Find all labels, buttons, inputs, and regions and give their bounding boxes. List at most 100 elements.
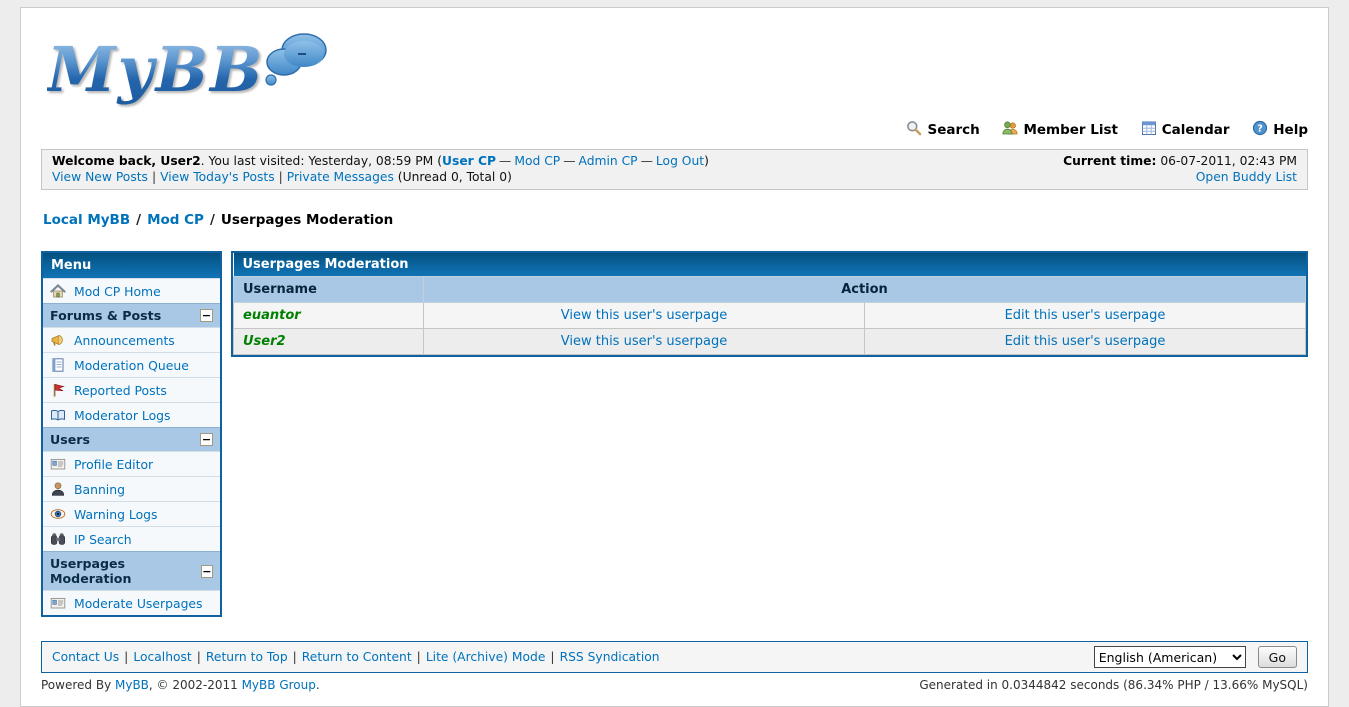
sidebar-section-users: Users − (43, 427, 220, 451)
sidebar-item-moderator-logs[interactable]: Moderator Logs (43, 402, 220, 427)
footer-links: Contact Us | Localhost | Return to Top | Retur… (52, 650, 660, 664)
sidebar-item-moderate-userpages[interactable]: Moderate Userpages (43, 590, 220, 615)
sidebar-section-label: Forums & Posts (50, 308, 162, 323)
sidebar-item-label: Moderate Userpages (74, 595, 203, 611)
copyright-text: , © 2002-2011 (148, 678, 242, 692)
period-text: . (315, 678, 320, 692)
sidebar-item-warning-logs[interactable]: Warning Logs (43, 501, 220, 526)
separator: | (550, 650, 555, 664)
moderate-userpages-icon (50, 595, 66, 611)
sidebar-section-userpages-moderation: Userpages Moderation − (43, 551, 220, 590)
sidebar-item-ip-search[interactable]: IP Search (43, 526, 220, 551)
member-list-icon (1002, 120, 1018, 140)
admin-cp-link[interactable]: Admin CP (578, 154, 638, 168)
sidebar-item-moderation-queue[interactable]: Moderation Queue (43, 352, 220, 377)
menu-member-list[interactable]: Member List (1002, 120, 1118, 140)
mybb-link[interactable]: MyBB (114, 678, 149, 692)
sidebar-item-mod-cp-home[interactable]: Mod CP Home (43, 278, 220, 303)
site-logo[interactable]: MyBB (47, 32, 1308, 112)
return-to-content-link[interactable]: Return to Content (301, 650, 412, 664)
breadcrumb-home-link[interactable]: Local MyBB (43, 212, 131, 228)
edit-userpage-link[interactable]: Edit this user's userpage (1004, 308, 1166, 323)
view-userpage-link[interactable]: View this user's userpage (560, 308, 728, 323)
welcome-bar: Welcome back, User2. You last visited: Y… (41, 149, 1308, 190)
logo-text: MyBB (47, 33, 265, 106)
help-icon: ? (1252, 120, 1268, 140)
paren-close: ) (704, 154, 709, 168)
view-todays-posts-link[interactable]: View Today's Posts (160, 169, 275, 184)
sidebar-item-label: Moderator Logs (74, 407, 171, 423)
breadcrumb-modcp-link[interactable]: Mod CP (147, 212, 204, 228)
menu-calendar[interactable]: Calendar (1141, 120, 1230, 140)
table-row: User2 View this user's userpage Edit thi… (233, 328, 1306, 355)
reported-posts-icon (50, 382, 66, 398)
language-controls: English (American) Go (1093, 646, 1297, 668)
column-header-username: Username (233, 276, 424, 303)
sidebar-title: Menu (43, 253, 220, 278)
menu-search-label: Search (927, 122, 980, 138)
separator: | (278, 169, 283, 184)
content-area: Menu Mod CP Home Forums & Posts − (41, 251, 1308, 617)
open-buddy-list-link[interactable]: Open Buddy List (1195, 169, 1297, 184)
sidebar-item-label: IP Search (74, 531, 132, 547)
go-button[interactable]: Go (1257, 646, 1297, 668)
ip-search-icon (50, 531, 66, 547)
userpages-moderation-table: Userpages Moderation Username Action eua… (231, 251, 1308, 357)
user-cp-link[interactable]: User CP (442, 154, 497, 168)
breadcrumb: Local MyBB / Mod CP / Userpages Moderation (43, 212, 1308, 228)
footer-bar: Contact Us | Localhost | Return to Top | Retur… (41, 641, 1308, 673)
rss-syndication-link[interactable]: RSS Syndication (559, 650, 660, 664)
separator: — (640, 154, 653, 168)
search-icon (906, 120, 922, 140)
sidebar-section-label: Users (50, 432, 90, 447)
home-icon (50, 283, 66, 299)
separator: | (196, 650, 201, 664)
collapse-icon[interactable]: − (200, 309, 213, 322)
return-to-top-link[interactable]: Return to Top (205, 650, 288, 664)
menu-help[interactable]: ? Help (1252, 120, 1308, 140)
lite-mode-link[interactable]: Lite (Archive) Mode (425, 650, 546, 664)
profile-editor-icon (50, 456, 66, 472)
collapse-icon[interactable]: − (200, 433, 213, 446)
language-select[interactable]: English (American) (1093, 646, 1246, 668)
mybb-group-link[interactable]: MyBB Group (241, 678, 316, 692)
collapse-icon[interactable]: − (200, 564, 213, 578)
welcome-greeting: Welcome back, User2 (52, 154, 201, 168)
separator: | (124, 650, 129, 664)
sidebar-item-banning[interactable]: Banning (43, 476, 220, 501)
menu-search[interactable]: Search (906, 120, 980, 140)
username-cell: euantor (233, 302, 424, 329)
generated-stats: Generated in 0.0344842 seconds (86.34% P… (919, 678, 1308, 692)
sidebar-item-label: Mod CP Home (74, 283, 161, 299)
mod-cp-link[interactable]: Mod CP (514, 154, 561, 168)
separator: — (499, 154, 512, 168)
powered-by-text: Powered By (41, 678, 115, 692)
sidebar-section-forums-posts: Forums & Posts − (43, 303, 220, 327)
localhost-link[interactable]: Localhost (133, 650, 192, 664)
warning-logs-icon (50, 506, 66, 522)
sidebar-item-label: Moderation Queue (74, 357, 189, 373)
private-messages-link[interactable]: Private Messages (286, 169, 394, 184)
contact-us-link[interactable]: Contact Us (52, 650, 120, 664)
edit-userpage-link[interactable]: Edit this user's userpage (1004, 334, 1166, 349)
current-time-label: Current time: (1063, 154, 1157, 168)
separator: / (209, 212, 215, 228)
separator: — (563, 154, 576, 168)
view-userpage-link[interactable]: View this user's userpage (560, 334, 728, 349)
separator: / (136, 212, 142, 228)
separator: | (151, 169, 157, 184)
sidebar-item-announcements[interactable]: Announcements (43, 327, 220, 352)
sidebar-item-reported-posts[interactable]: Reported Posts (43, 377, 220, 402)
sidebar-item-profile-editor[interactable]: Profile Editor (43, 451, 220, 476)
page-panel: MyBB (20, 7, 1329, 707)
log-out-link[interactable]: Log Out (655, 154, 705, 168)
column-header-action: Action (423, 276, 1306, 303)
credits-line: Powered By MyBB, © 2002-2011 MyBB Group.… (41, 678, 1308, 692)
username-cell: User2 (233, 328, 424, 355)
table-row: euantor View this user's userpage Edit t… (233, 302, 1306, 329)
sidebar-section-label: Userpages Moderation (50, 556, 132, 586)
moderator-logs-icon (50, 407, 66, 423)
welcome-right: Current time: 06-07-2011, 02:43 PM Open … (1063, 154, 1297, 185)
view-new-posts-link[interactable]: View New Posts (52, 169, 148, 184)
menu-member-list-label: Member List (1023, 122, 1118, 138)
